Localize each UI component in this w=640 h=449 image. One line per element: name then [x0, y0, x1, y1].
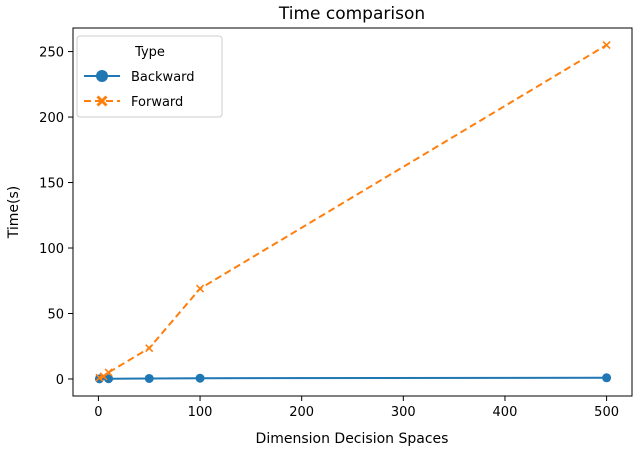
legend-item-backward: Backward — [84, 70, 195, 85]
legend: Type Backward Forward — [76, 35, 223, 118]
x-axis: 0 100 200 300 400 500 — [94, 396, 619, 420]
legend-marker-backward — [96, 70, 108, 82]
legend-title: Type — [134, 45, 165, 60]
plot-frame — [72, 27, 633, 397]
legend-label-forward: Forward — [131, 95, 183, 110]
data-point-forward — [195, 284, 205, 293]
data-point-forward — [99, 372, 108, 381]
data-point-backward — [144, 373, 154, 383]
y-axis: 0 50 100 150 200 250 — [39, 46, 73, 388]
series-forward — [95, 40, 611, 382]
data-point-forward — [602, 40, 611, 50]
chart-title: Time comparison — [278, 4, 425, 24]
legend-marker-forward — [96, 95, 108, 107]
x-tick-label: 100 — [188, 405, 213, 420]
y-tick-label: 50 — [47, 307, 64, 322]
data-point-backward — [195, 373, 205, 383]
x-tick-label: 0 — [94, 405, 102, 420]
y-tick-label: 250 — [39, 46, 64, 61]
x-tick-label: 300 — [391, 405, 416, 420]
legend-label-backward: Backward — [131, 70, 195, 85]
data-point-forward — [145, 344, 154, 353]
data-point-backward — [602, 373, 612, 383]
legend-box — [76, 35, 223, 118]
data-point-backward — [104, 374, 114, 384]
series-line-backward — [99, 376, 607, 380]
y-tick-label: 100 — [39, 242, 64, 257]
y-axis-label: Time(s) — [6, 186, 22, 239]
x-axis-label: Dimension Decision Spaces — [256, 431, 449, 447]
legend-item-forward: Forward — [84, 95, 183, 110]
series-backward — [94, 373, 612, 384]
x-tick-label: 400 — [493, 405, 518, 420]
data-point-forward — [104, 368, 113, 377]
x-tick-label: 500 — [594, 405, 619, 420]
y-tick-label: 0 — [56, 373, 64, 388]
x-tick-label: 200 — [289, 405, 314, 420]
series-layer — [94, 40, 612, 384]
y-tick-label: 150 — [39, 177, 64, 192]
y-tick-label: 200 — [39, 111, 64, 126]
